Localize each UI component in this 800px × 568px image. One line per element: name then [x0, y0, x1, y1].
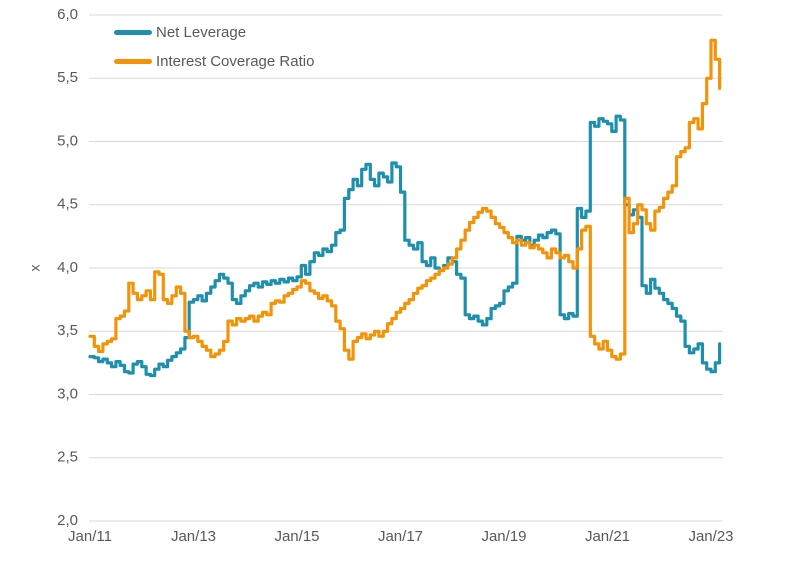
x-tick-label: Jan/19: [481, 528, 526, 545]
y-tick-label: 4,0: [57, 259, 78, 276]
net-leverage-swatch-icon: [114, 29, 152, 35]
y-tick-label: 2,0: [57, 512, 78, 529]
y-tick-label: 2,5: [57, 449, 78, 466]
x-tick-label: Jan/23: [688, 528, 733, 545]
x-tick-label: Jan/13: [171, 528, 216, 545]
y-tick-label: 5,0: [57, 132, 78, 149]
x-tick-label: Jan/15: [274, 528, 319, 545]
y-axis-title: x: [27, 265, 43, 272]
y-tick-label: 4,5: [57, 196, 78, 213]
y-tick-label: 3,5: [57, 322, 78, 339]
chart-legend: Net Leverage Interest Coverage Ratio: [114, 22, 314, 71]
net-leverage-line: [88, 114, 722, 378]
y-tick-label: 5,5: [57, 69, 78, 86]
interest-coverage-ratio-line: [88, 38, 722, 361]
y-tick-label: 6,0: [57, 6, 78, 23]
legend-label-interest-coverage-ratio: Interest Coverage Ratio: [156, 52, 315, 70]
legend-item-net-leverage: Net Leverage: [114, 22, 314, 42]
legend-label-net-leverage: Net Leverage: [156, 23, 247, 41]
x-tick-label: Jan/17: [378, 528, 423, 545]
legend-item-interest-coverage-ratio: Interest Coverage Ratio: [114, 51, 314, 71]
x-tick-label: Jan/11: [68, 528, 112, 545]
y-tick-label: 3,0: [57, 385, 78, 402]
interest-coverage-ratio-swatch-icon: [114, 58, 152, 64]
x-tick-label: Jan/21: [585, 528, 630, 545]
